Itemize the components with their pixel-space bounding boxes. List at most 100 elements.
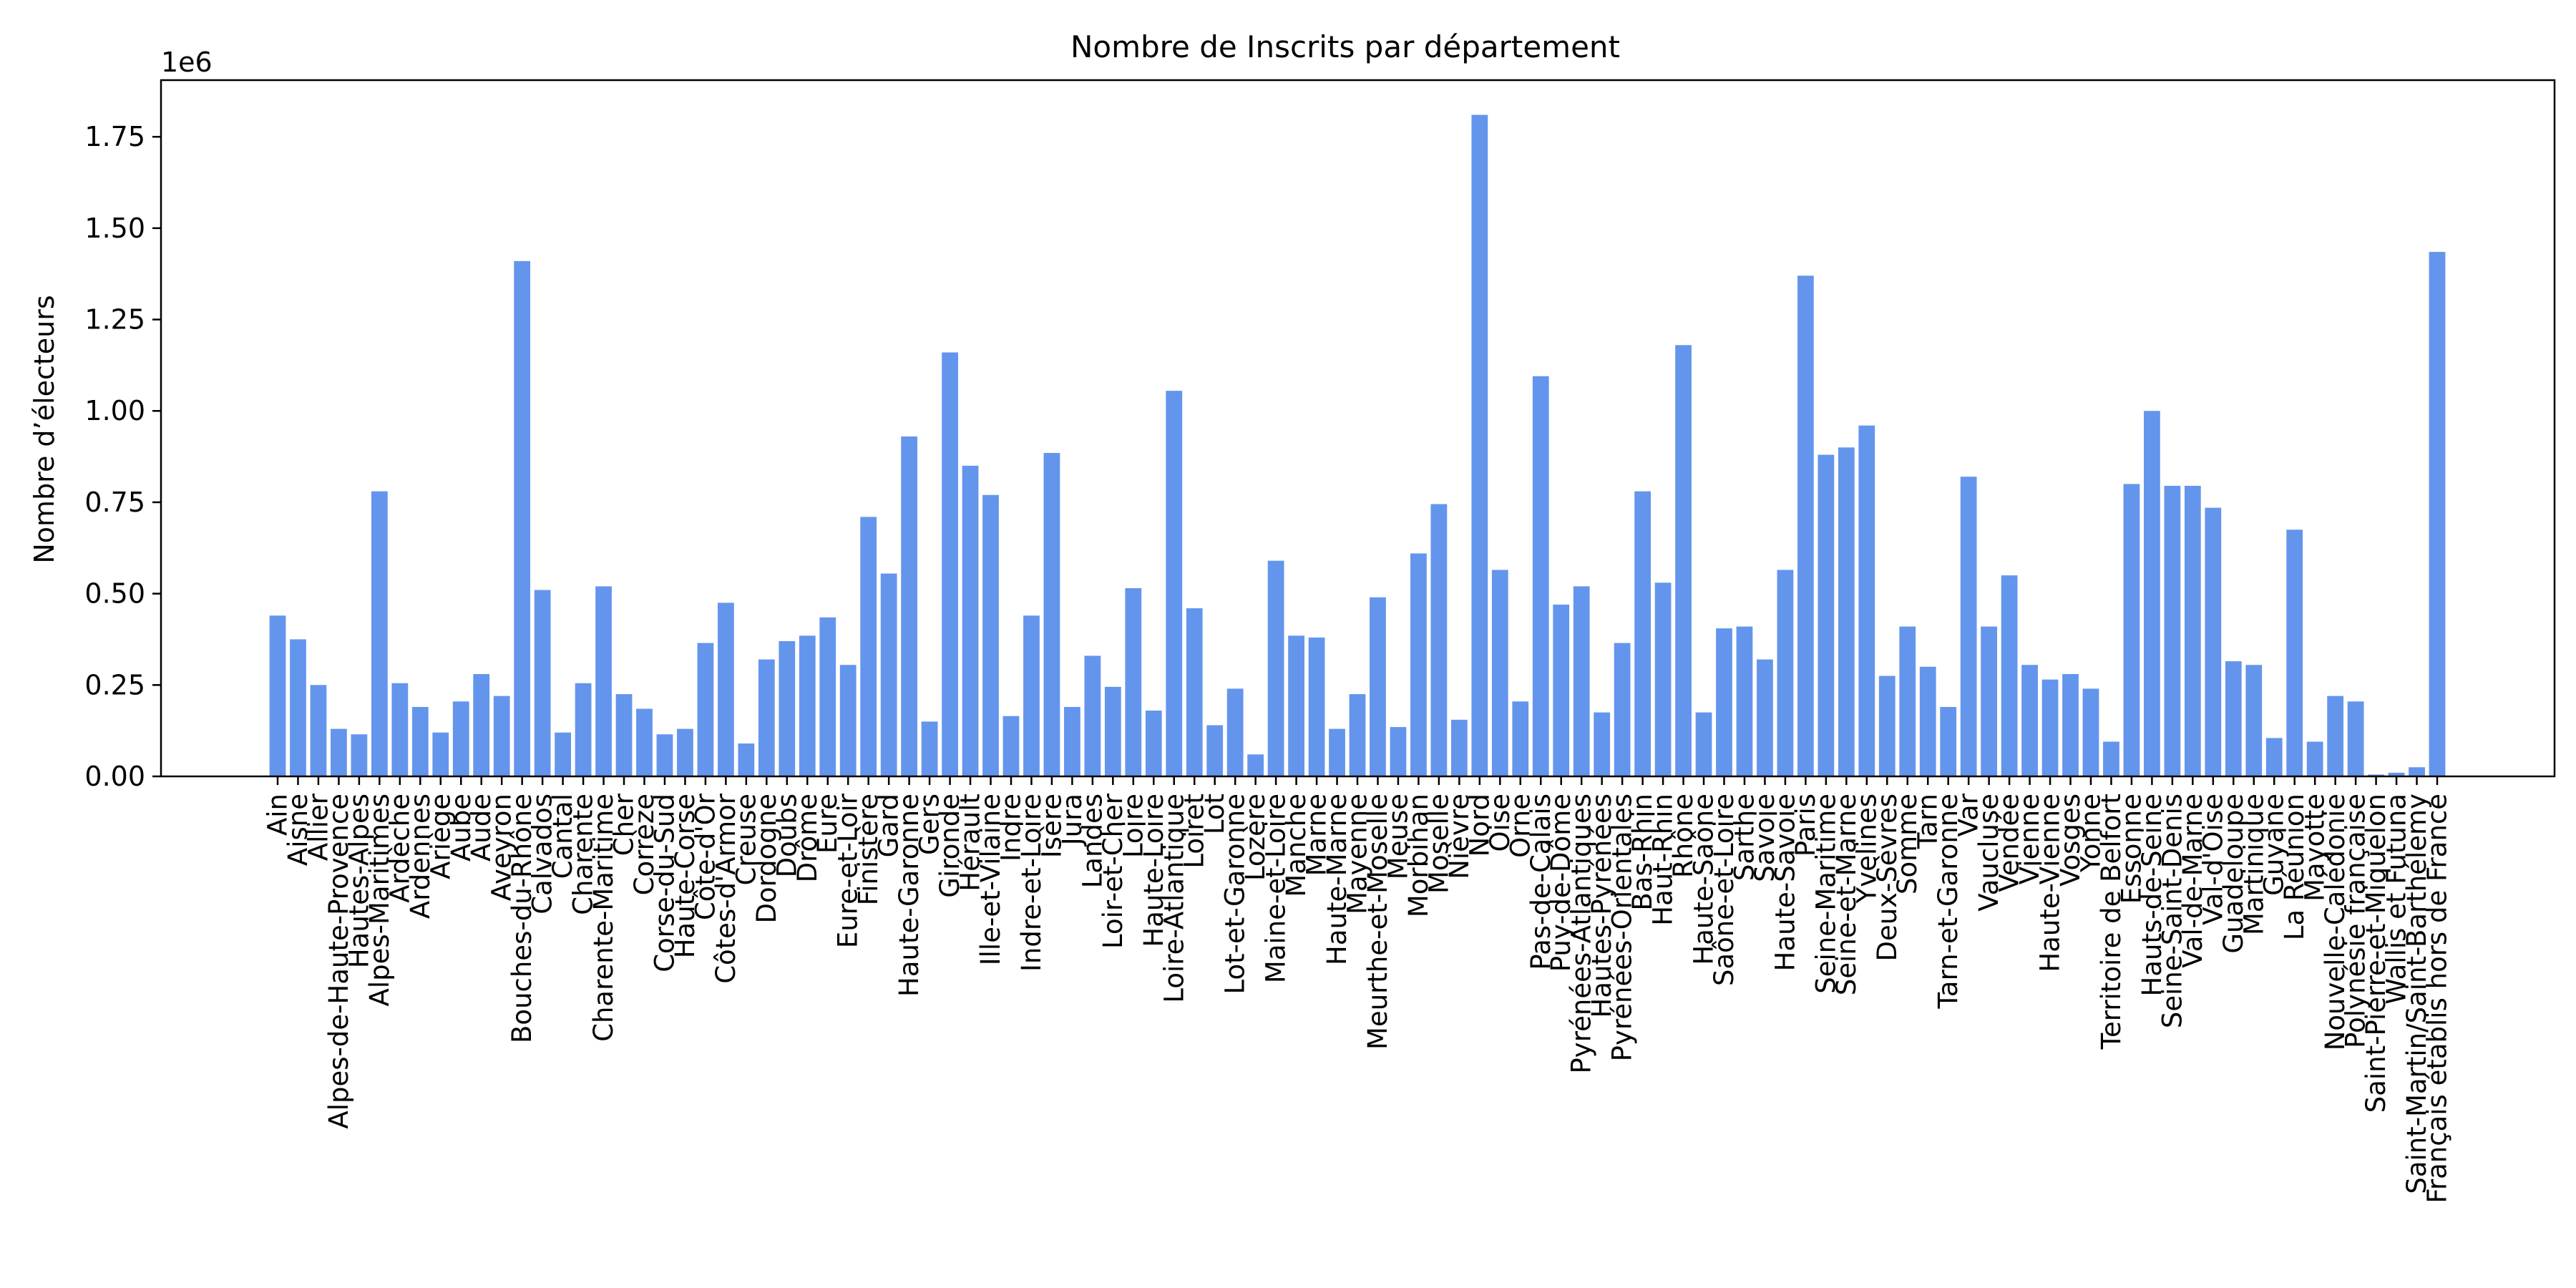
bar-82: [1940, 706, 1957, 776]
bar-2: [310, 685, 327, 776]
x-tick-label-36: Indre: [995, 794, 1026, 862]
bar-78: [1858, 425, 1875, 776]
x-tick-label-50: Manche: [1281, 794, 1312, 897]
bar-80: [1899, 626, 1916, 776]
bar-102: [2347, 701, 2364, 776]
x-tick-label-88: Vosges: [2055, 794, 2086, 887]
x-tick-label-73: Savoie: [1750, 794, 1780, 882]
bar-10: [473, 673, 490, 776]
x-tick-label-91: Essonne: [2116, 794, 2147, 904]
x-tick-label-5: Alpes-Maritimes: [364, 794, 395, 1006]
x-tick-label-105: Saint-Martin/Saint-Barthélemy: [2401, 794, 2432, 1194]
x-tick-label-54: Meurthe-et-Moselle: [1362, 794, 1393, 1050]
x-tick-label-67: Bas-Rhin: [1627, 794, 1658, 911]
x-tick-label-22: Côtes-d'Armor: [711, 793, 741, 984]
x-tick-label-66: Pyrénées-Orientales: [1607, 794, 1638, 1061]
x-tick-label-61: Orne: [1505, 794, 1536, 858]
bar-86: [2021, 665, 2038, 776]
bar-45: [1186, 608, 1203, 776]
x-tick-label-63: Puy-de-Dôme: [1546, 794, 1576, 972]
bar-77: [1838, 447, 1855, 776]
bar-72: [1736, 626, 1753, 776]
bar-11: [493, 696, 510, 776]
x-tick-label-68: Haut-Rhin: [1648, 794, 1679, 926]
bar-91: [2123, 484, 2140, 776]
bar-6: [391, 683, 409, 776]
bar-99: [2286, 530, 2303, 776]
x-tick-label-78: Yvelines: [1851, 794, 1882, 904]
bar-64: [1573, 586, 1590, 776]
bar-61: [1512, 701, 1529, 776]
bar-1: [290, 639, 306, 776]
x-tick-label-49: Maine-et-Loire: [1261, 794, 1292, 983]
bar-84: [1981, 626, 1998, 776]
bar-44: [1166, 391, 1183, 776]
bar-90: [2103, 741, 2119, 776]
bar-67: [1634, 491, 1651, 776]
bar-56: [1410, 553, 1427, 776]
bar-53: [1349, 694, 1366, 776]
bar-103: [2368, 774, 2384, 776]
y-tick-label-3: 0.75: [84, 487, 145, 518]
x-tick-label-80: Somme: [1892, 794, 1923, 894]
x-tick-label-64: Pyrénées-Atlantiques: [1566, 794, 1597, 1074]
x-axis-ticks: AinAisneAllierAlpes-de-Haute-ProvenceHau…: [263, 776, 2453, 1204]
bar-19: [656, 734, 673, 776]
x-tick-label-56: Morbihan: [1403, 794, 1434, 917]
bar-98: [2265, 738, 2283, 776]
x-tick-label-65: Hautes-Pyrénées: [1586, 794, 1617, 1018]
x-tick-label-2: Allier: [303, 793, 333, 861]
x-tick-label-29: Finistère: [853, 794, 884, 905]
bar-83: [1960, 477, 1977, 776]
x-tick-label-79: Deux-Sèvres: [1872, 794, 1903, 962]
bar-76: [1818, 454, 1835, 776]
x-tick-label-33: Gironde: [935, 794, 965, 898]
bar-0: [269, 615, 286, 776]
bar-38: [1043, 452, 1060, 776]
bar-29: [860, 517, 877, 776]
bar-51: [1308, 637, 1325, 776]
x-tick-label-21: Côte-d'Or: [690, 793, 721, 920]
x-tick-label-95: Val-d'Oise: [2197, 794, 2228, 925]
x-tick-label-27: Eure: [812, 794, 843, 854]
x-tick-label-37: Indre-et-Loire: [1016, 794, 1047, 972]
x-tick-label-16: Charente-Maritime: [588, 794, 619, 1042]
x-tick-label-23: Creuse: [731, 794, 761, 886]
x-tick-label-101: Nouvelle-Calédonie: [2320, 794, 2351, 1050]
bar-66: [1614, 643, 1631, 776]
bar-30: [880, 573, 897, 776]
bar-46: [1206, 725, 1224, 776]
x-tick-label-51: Marne: [1302, 794, 1332, 876]
bar-94: [2184, 485, 2201, 776]
bar-92: [2144, 411, 2160, 776]
bar-42: [1125, 587, 1142, 776]
bar-89: [2082, 688, 2099, 776]
bar-22: [717, 602, 734, 776]
y-tick-label-6: 1.50: [84, 213, 145, 244]
plot-area: 0.00 0.25 0.50 0.75 1.00 1.25 1.50 1.75 AinAisn…: [84, 79, 2556, 1204]
bar-101: [2327, 696, 2344, 776]
bar-79: [1878, 675, 1896, 776]
x-tick-label-58: Nièvre: [1444, 794, 1475, 879]
x-tick-label-44: Loire-Atlantique: [1158, 794, 1189, 1003]
x-tick-label-35: Ille-et-Vilaine: [975, 794, 1006, 965]
bar-4: [351, 734, 368, 776]
bar-9: [452, 701, 469, 776]
x-tick-label-94: Val-de-Marne: [2177, 794, 2208, 968]
bar-36: [1002, 716, 1020, 776]
x-tick-label-60: Oise: [1485, 794, 1516, 852]
y-axis-label: Nombre d’électeurs: [29, 295, 60, 563]
bar-93: [2164, 485, 2181, 776]
x-tick-label-57: Moselle: [1423, 794, 1454, 894]
x-tick-label-19: Corse-du-Sud: [649, 794, 680, 972]
bar-17: [615, 694, 633, 776]
bar-41: [1104, 686, 1121, 776]
x-tick-label-8: Ariège: [425, 794, 456, 879]
x-tick-label-72: Sarthe: [1729, 794, 1760, 881]
y-tick-label-7: 1.75: [84, 121, 145, 152]
bar-50: [1288, 635, 1304, 776]
bar-47: [1226, 688, 1244, 776]
bar-18: [636, 708, 653, 776]
x-tick-label-52: Haute-Marne: [1322, 794, 1352, 965]
